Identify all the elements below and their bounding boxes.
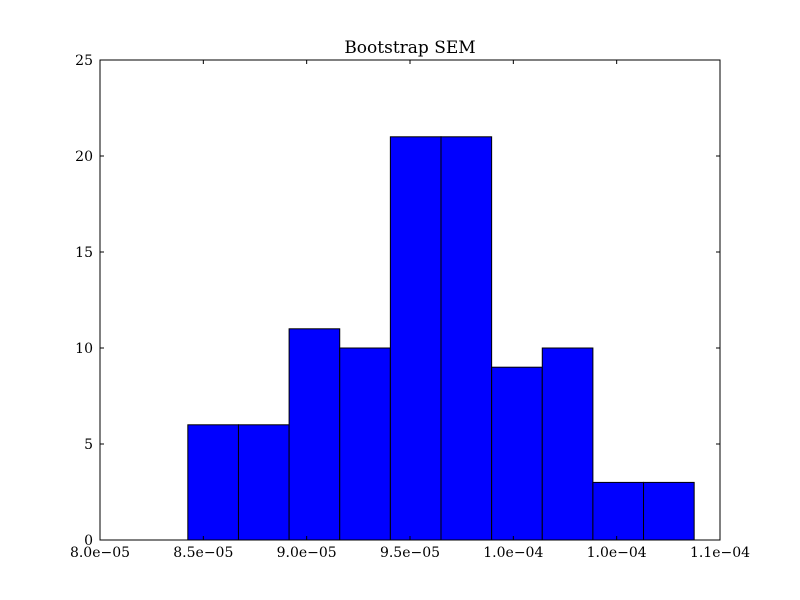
- y-tick-label-1: 5: [84, 437, 93, 453]
- y-tick-label-5: 25: [75, 53, 93, 69]
- histogram-bar-0: [187, 424, 239, 541]
- histogram-bar-6: [491, 366, 543, 541]
- histogram-bar-2: [288, 328, 341, 541]
- x-tick-label-1: 8.5e−05: [173, 545, 233, 561]
- histogram-bar-9: [643, 481, 695, 541]
- histogram-bar-7: [541, 347, 594, 541]
- histogram-bar-3: [339, 347, 391, 541]
- x-tick-label-5: 1.0e−04: [587, 545, 647, 561]
- y-tick-label-3: 15: [75, 245, 93, 261]
- y-tick-label-2: 10: [75, 341, 93, 357]
- x-tick-label-3: 9.5e−05: [380, 545, 440, 561]
- y-axis-ticks: 0 5 10 15 20 25: [75, 53, 720, 549]
- chart-title: Bootstrap SEM: [344, 38, 475, 58]
- x-tick-label-4: 1.0e−04: [483, 545, 543, 561]
- histogram-bar-8: [592, 481, 645, 541]
- y-tick-label-4: 20: [75, 149, 93, 165]
- histogram-bar-4: [389, 136, 442, 541]
- x-tick-label-6: 1.1e−04: [690, 545, 750, 561]
- x-tick-label-0: 8.0e−05: [70, 545, 130, 561]
- histogram-bar-5: [440, 136, 493, 541]
- x-axis-ticks: 8.0e−05 8.5e−05 9.0e−05 9.5e−05 1.0e−04 1.0e−…: [70, 60, 750, 561]
- y-tick-label-0: 0: [84, 533, 93, 549]
- x-tick-label-2: 9.0e−05: [277, 545, 337, 561]
- bars-group: [187, 136, 695, 541]
- histogram-bar-1: [237, 424, 290, 541]
